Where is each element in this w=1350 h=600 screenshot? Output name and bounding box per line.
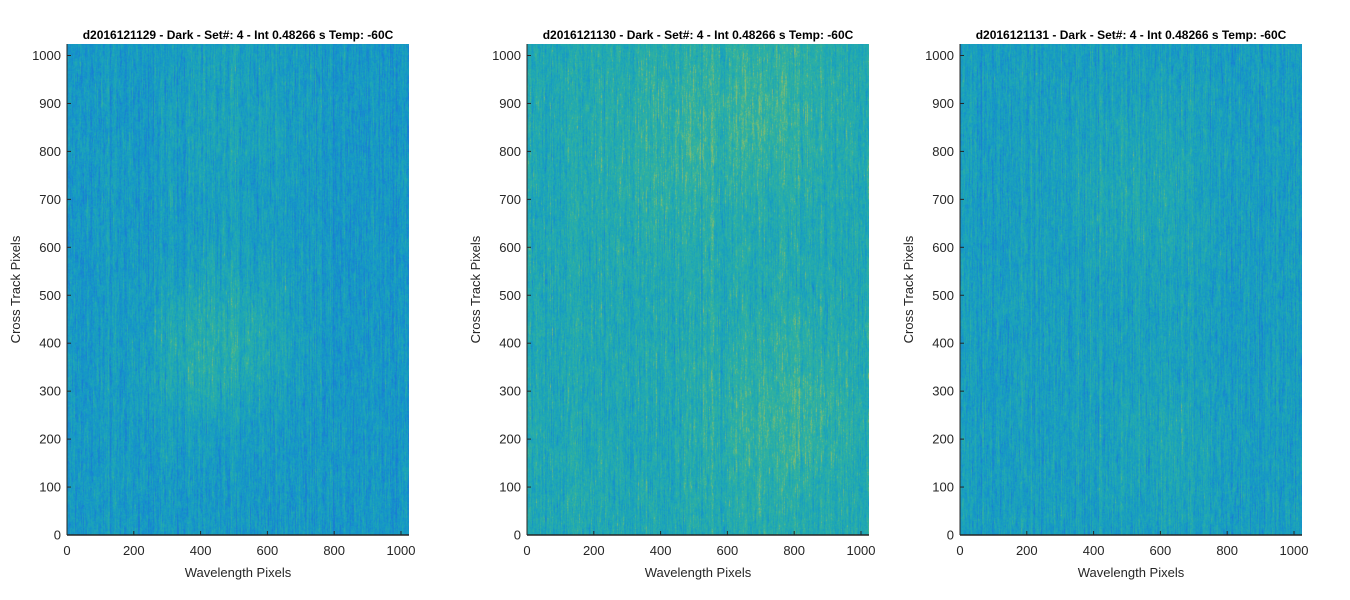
y-tick-label: 300 — [39, 384, 61, 399]
y-tick-label: 200 — [932, 432, 954, 447]
x-tick-label: 1000 — [387, 543, 416, 558]
chart-title: d2016121129 - Dark - Set#: 4 - Int 0.482… — [83, 28, 394, 42]
y-tick-label: 600 — [499, 240, 521, 255]
y-tick-label: 1000 — [32, 48, 61, 63]
y-axis-label: Cross Track Pixels — [901, 235, 916, 343]
y-tick-label: 700 — [499, 192, 521, 207]
y-tick-label: 100 — [932, 480, 954, 495]
y-tick-label: 100 — [39, 480, 61, 495]
y-tick-label: 0 — [947, 528, 954, 543]
x-tick-label: 800 — [1216, 543, 1238, 558]
x-tick-label: 600 — [1150, 543, 1172, 558]
y-tick-label: 500 — [499, 288, 521, 303]
y-axis-label: Cross Track Pixels — [8, 235, 23, 343]
x-tick-label: 400 — [1083, 543, 1105, 558]
y-tick-label: 900 — [499, 96, 521, 111]
x-tick-label: 0 — [523, 543, 530, 558]
chart-panel-1: 0 200 400 600 800 1000 0 100 200 300 400 500 600 700 8… — [8, 28, 415, 580]
x-tick-label: 1000 — [1280, 543, 1309, 558]
y-tick-label: 400 — [932, 336, 954, 351]
x-tick-label: 1000 — [847, 543, 876, 558]
y-tick-label: 900 — [39, 96, 61, 111]
x-axis-label: Wavelength Pixels — [185, 565, 292, 580]
y-tick-label: 1000 — [492, 48, 521, 63]
y-tick-label: 300 — [932, 384, 954, 399]
x-tick-label: 0 — [63, 543, 70, 558]
y-axis-label: Cross Track Pixels — [468, 235, 483, 343]
x-tick-label: 200 — [123, 543, 145, 558]
x-tick-label: 800 — [783, 543, 805, 558]
x-tick-label: 200 — [1016, 543, 1038, 558]
x-tick-label: 600 — [717, 543, 739, 558]
x-tick-label: 600 — [257, 543, 279, 558]
x-tick-label: 0 — [956, 543, 963, 558]
y-tick-label: 0 — [514, 528, 521, 543]
x-axis-label: Wavelength Pixels — [645, 565, 752, 580]
y-tick-label: 800 — [499, 144, 521, 159]
y-tick-label: 700 — [932, 192, 954, 207]
y-tick-label: 800 — [39, 144, 61, 159]
y-tick-label: 400 — [499, 336, 521, 351]
chart-title: d2016121130 - Dark - Set#: 4 - Int 0.482… — [543, 28, 854, 42]
y-tick-label: 800 — [932, 144, 954, 159]
y-tick-label: 500 — [39, 288, 61, 303]
chart-title: d2016121131 - Dark - Set#: 4 - Int 0.482… — [976, 28, 1287, 42]
y-tick-label: 700 — [39, 192, 61, 207]
chart-panel-2: 0 200 400 600 800 1000 0 100 200 300 400 500 600 700 8… — [468, 28, 875, 580]
x-axis-label: Wavelength Pixels — [1078, 565, 1185, 580]
x-tick-label: 800 — [323, 543, 345, 558]
chart-panel-3: 0 200 400 600 800 1000 0 100 200 300 400 500 600 700 8… — [901, 28, 1308, 580]
heatmap-image — [67, 44, 409, 535]
y-tick-label: 100 — [499, 480, 521, 495]
y-tick-label: 900 — [932, 96, 954, 111]
x-tick-label: 200 — [583, 543, 605, 558]
heatmap-image — [527, 44, 869, 535]
y-tick-label: 500 — [932, 288, 954, 303]
y-tick-label: 1000 — [925, 48, 954, 63]
y-tick-label: 600 — [39, 240, 61, 255]
y-tick-label: 300 — [499, 384, 521, 399]
x-tick-label: 400 — [190, 543, 212, 558]
heatmap-image — [960, 44, 1302, 535]
y-tick-label: 600 — [932, 240, 954, 255]
x-tick-label: 400 — [650, 543, 672, 558]
y-tick-label: 200 — [499, 432, 521, 447]
y-tick-label: 200 — [39, 432, 61, 447]
y-tick-label: 400 — [39, 336, 61, 351]
y-tick-label: 0 — [54, 528, 61, 543]
